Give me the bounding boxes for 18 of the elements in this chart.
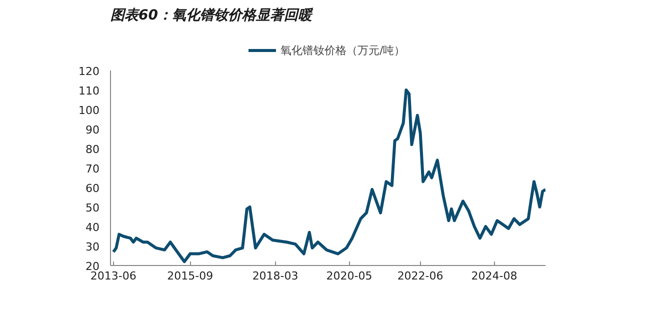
line-series xyxy=(112,88,546,264)
y-tick-label: 70 xyxy=(86,162,100,176)
y-tick-label: 60 xyxy=(86,182,100,195)
y-tick-label: 30 xyxy=(86,240,100,254)
chart-title: 图表60：氧化镨钕价格显著回暖 xyxy=(110,6,314,24)
y-tick-label: 100 xyxy=(78,104,100,117)
y-tick-label: 110 xyxy=(78,84,100,98)
x-tick-label: 2015-09 xyxy=(167,270,214,282)
y-tick-label: 80 xyxy=(86,143,100,156)
y-tick-label: 90 xyxy=(86,124,100,136)
y-tick-label: 40 xyxy=(86,221,100,234)
y-tick-label: 120 xyxy=(78,65,100,78)
legend-label: 氧化镨钕价格（万元/吨） xyxy=(280,42,406,58)
x-tick-label: 2018-03 xyxy=(252,270,298,282)
x-tick-label: 2024-08 xyxy=(471,270,518,282)
y-tick-label: 50 xyxy=(86,202,100,214)
x-tick-label: 2022-06 xyxy=(397,270,444,282)
x-tick-label: 2020-05 xyxy=(326,270,372,282)
